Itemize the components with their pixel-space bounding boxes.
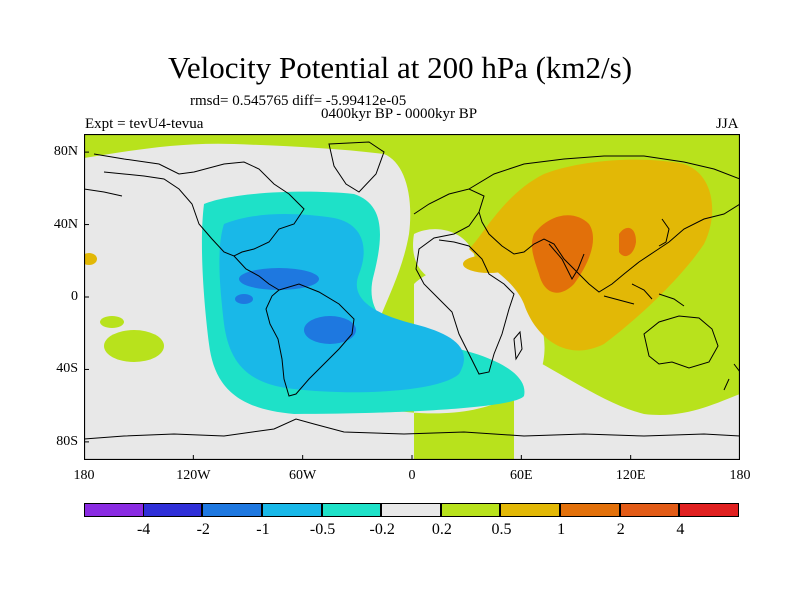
field-grey-indian-s [514, 349, 740, 460]
plot-title: Velocity Potential at 200 hPa (km2/s) [167, 50, 633, 85]
colorbar-label: 4 [676, 521, 685, 538]
field-yellow-nafrica [463, 255, 515, 273]
field-green-blob-3 [677, 328, 725, 356]
field-yellow-pacific [84, 253, 97, 265]
colorbar-segment [500, 503, 561, 517]
colorbar-label: -0.5 [309, 521, 336, 538]
y-tick-label: 0 [71, 289, 78, 304]
field-green-blob-2 [100, 316, 124, 328]
colorbar-segment [202, 503, 262, 517]
map-canvas [84, 134, 740, 460]
stats-text: rmsd= 0.545765 diff= -5.99412e-05 [190, 93, 407, 109]
velocity-potential-map [84, 134, 740, 460]
x-tick-label: 180 [73, 468, 95, 483]
colorbar-label: 0.2 [431, 521, 452, 538]
field-yellow-asia [469, 159, 713, 351]
x-tick-label: 120E [615, 468, 646, 483]
contour-fields [84, 134, 740, 460]
period-text: 0400kyr BP - 0000kyr BP [321, 106, 478, 122]
colorbar-segment [84, 503, 144, 517]
colorbar-segment [142, 503, 203, 517]
colorbar-segment [679, 503, 739, 517]
field-green-blob-1 [104, 330, 164, 362]
x-tick-label: 0 [408, 468, 416, 483]
x-tick-label: 180 [729, 468, 751, 483]
field-orange-china [619, 227, 636, 257]
y-tick-label: 40S [56, 361, 78, 377]
colorbar-label: -0.2 [369, 521, 395, 538]
field-blue-brazil [304, 316, 356, 344]
coastlines [84, 141, 740, 440]
colorbar-segment [440, 503, 501, 517]
colorbar-label: 2 [616, 521, 625, 538]
x-tick-label: 60E [510, 468, 533, 483]
x-tick-label: 120W [176, 468, 211, 483]
experiment-label: Expt = tevU4-tevua [85, 116, 204, 132]
field-cyan [219, 214, 464, 393]
x-tick-label: 60W [289, 468, 317, 483]
colorbar-label: 0.5 [491, 521, 512, 538]
y-tick-label: 40N [53, 216, 78, 232]
colorbar-label: -2 [196, 521, 210, 538]
colorbar [84, 503, 740, 517]
colorbar-segment [560, 503, 620, 517]
field-grey-pacific-n [84, 190, 196, 268]
colorbar-segment [619, 503, 680, 517]
colorbar-label: -1 [256, 521, 270, 538]
colorbar-segment [381, 503, 441, 517]
colorbar-segment [261, 503, 322, 517]
season-label: JJA [716, 116, 739, 132]
y-tick-label: 80S [56, 433, 78, 449]
field-blue-small [235, 294, 253, 304]
y-tick-label: 80N [53, 144, 78, 160]
colorbar-label: -4 [136, 521, 151, 538]
axis-ticks [84, 151, 740, 460]
colorbar-label: 1 [557, 521, 566, 538]
colorbar-segment [321, 503, 382, 517]
